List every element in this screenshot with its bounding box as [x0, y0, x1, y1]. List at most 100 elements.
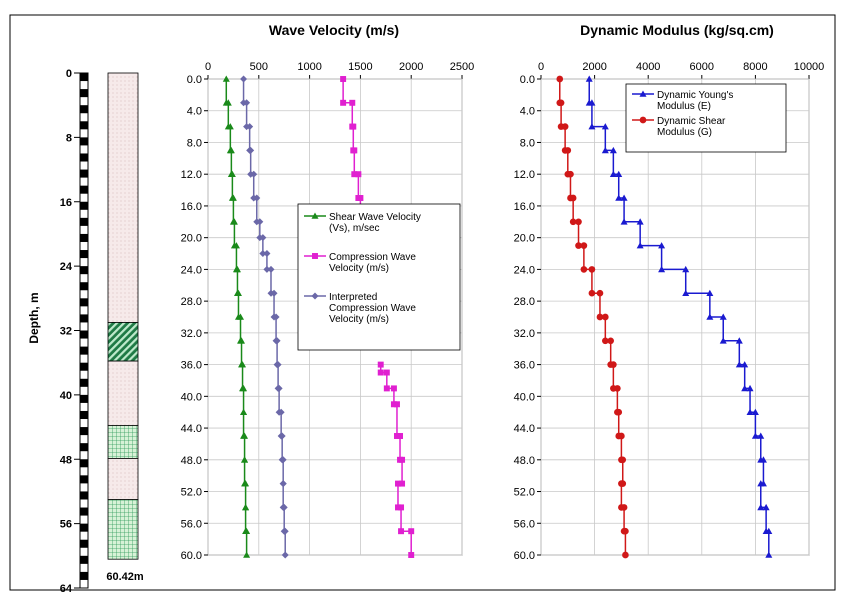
y-tick-label: 20.0: [514, 233, 535, 245]
data-point: [357, 195, 364, 201]
data-point: [224, 99, 232, 106]
y-tick-label: 20.0: [181, 233, 202, 245]
data-point: [263, 250, 271, 258]
depth-ruler-segment: [80, 459, 88, 468]
data-point: [279, 480, 287, 488]
data-point: [273, 337, 281, 345]
data-point: [751, 432, 759, 439]
data-point: [383, 369, 390, 376]
depth-ruler-segment: [80, 394, 88, 403]
data-point: [351, 147, 358, 154]
data-point: [281, 551, 289, 559]
data-point: [735, 337, 743, 344]
y-tick-label: 16.0: [181, 201, 202, 213]
y-tick-label: 4.0: [187, 106, 202, 118]
data-point: [569, 218, 577, 226]
data-point: [279, 456, 287, 464]
data-point: [741, 361, 749, 368]
data-point: [229, 194, 237, 201]
y-tick-label: 12.0: [181, 169, 202, 181]
y-tick-label: 32.0: [514, 328, 535, 340]
y-tick-label: 16.0: [514, 201, 535, 213]
depth-ruler-segment: [80, 314, 88, 323]
data-point: [596, 313, 604, 321]
data-point: [247, 146, 255, 154]
data-point: [259, 234, 267, 242]
depth-ruler-segment: [80, 346, 88, 355]
y-tick-label: 40.0: [181, 391, 202, 403]
x-tick-label: 1000: [297, 61, 321, 73]
data-point: [575, 218, 582, 226]
legend-entry: Dynamic Shear Modulus (G): [632, 116, 726, 138]
y-tick-label: 56.0: [181, 518, 202, 530]
data-point: [259, 250, 267, 258]
depth-ruler-segment: [80, 153, 88, 162]
x-tick-label: 6000: [690, 61, 714, 73]
data-point: [614, 385, 621, 392]
y-tick-label: 60.0: [514, 550, 535, 562]
data-point: [719, 337, 727, 344]
y-tick-label: 0.0: [187, 74, 202, 86]
data-point: [757, 503, 765, 511]
depth-ruler-segment: [80, 523, 88, 532]
data-point: [253, 194, 261, 202]
soil-layer-column: [107, 72, 139, 560]
data-point: [270, 289, 278, 297]
data-point: [281, 527, 289, 535]
data-point: [735, 361, 743, 368]
data-point: [658, 242, 666, 249]
data-point: [274, 361, 282, 369]
data-point: [759, 456, 767, 463]
depth-ruler-segment: [80, 507, 88, 516]
data-point: [398, 504, 405, 511]
data-point: [601, 313, 609, 321]
y-tick-label: 8.0: [187, 137, 202, 149]
data-point: [395, 480, 401, 487]
soil-layer: [107, 425, 139, 459]
data-point: [398, 528, 405, 535]
data-point: [278, 432, 286, 440]
data-point: [762, 503, 770, 511]
depth-ruler-segment: [80, 282, 88, 291]
legend-label: Shear Wave Velocity (Vs), m/sec: [329, 212, 421, 234]
y-tick-label: 0.0: [520, 74, 535, 86]
y-tick-label: 28.0: [181, 296, 202, 308]
data-point: [351, 171, 358, 178]
data-point: [272, 313, 280, 321]
x-tick-label: 2000: [582, 61, 606, 73]
x-tick-label: 4000: [636, 61, 660, 73]
data-point: [240, 384, 248, 392]
data-point: [757, 432, 765, 439]
legend-entry: Dynamic Young's Modulus (E): [632, 90, 733, 112]
soil-layer: [107, 360, 139, 426]
data-point: [609, 170, 617, 177]
wave-velocity-chart: Wave Velocity (m/s) 0 500 1000 1500 2000 2500…: [181, 22, 475, 562]
data-point: [243, 99, 251, 107]
data-point: [395, 504, 401, 511]
depth-ruler-segment: [80, 217, 88, 226]
depth-tick-label: 64: [60, 583, 73, 595]
data-point: [227, 146, 235, 154]
data-point: [340, 76, 347, 82]
legend-box: [625, 83, 787, 153]
data-point: [267, 265, 275, 273]
data-point: [557, 99, 565, 107]
data-point: [607, 337, 615, 345]
depth-ruler-segment: [80, 169, 88, 178]
y-tick-label: 44.0: [181, 423, 202, 435]
data-point: [682, 289, 690, 296]
data-point: [355, 171, 362, 178]
data-point: [242, 480, 250, 487]
x-tick-label: 1500: [348, 61, 372, 73]
data-point: [383, 385, 390, 392]
depth-ruler-segment: [80, 539, 88, 548]
data-point: [636, 242, 644, 249]
depth-tick-label: 32: [60, 326, 72, 338]
data-point: [397, 433, 403, 439]
soil-layer: [107, 499, 139, 560]
depth-ruler-segment: [80, 427, 88, 436]
data-point: [243, 527, 251, 534]
y-tick-label: 44.0: [514, 423, 535, 435]
data-point: [620, 218, 628, 225]
depth-ruler-segment: [80, 89, 88, 98]
